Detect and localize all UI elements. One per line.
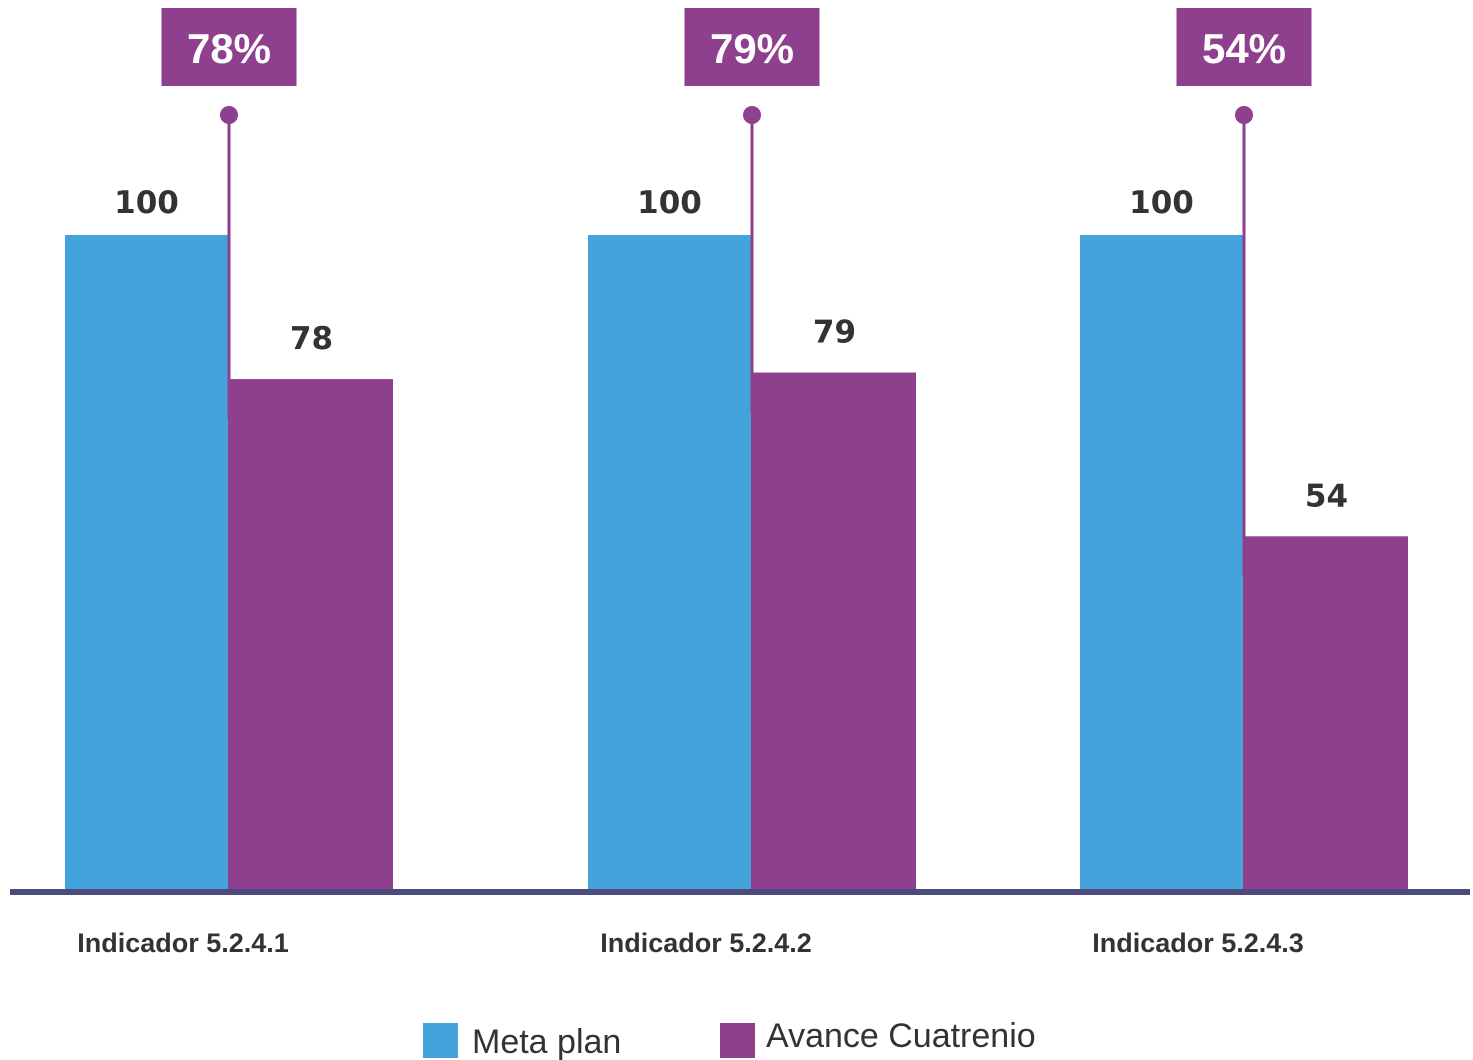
bar-meta-plan (588, 235, 751, 890)
data-label-meta-plan: 100 (1129, 185, 1194, 221)
percentage-callout-box (684, 8, 820, 86)
x-axis-line (10, 889, 1470, 895)
data-label-meta-plan: 100 (637, 185, 702, 221)
bar-meta-plan (65, 235, 228, 890)
bar-avance-cuatrenio (1243, 536, 1408, 890)
legend-swatch-meta-plan (423, 1023, 458, 1058)
percentage-callout-label: 78% (187, 25, 271, 72)
x-axis-category-label: Indicador 5.2.4.2 (600, 928, 812, 958)
data-label-avance-cuatrenio: 54 (1305, 478, 1348, 514)
bar-avance-cuatrenio (751, 372, 916, 890)
data-label-avance-cuatrenio: 78 (290, 321, 333, 357)
callout-dot (743, 106, 761, 124)
legend-swatch-avance-cuatrenio (720, 1023, 755, 1058)
callout-dot (1235, 106, 1253, 124)
legend-label-avance-cuatrenio: Avance Cuatrenio (766, 1017, 1036, 1055)
bar-avance-cuatrenio (228, 379, 393, 890)
legend-label-meta-plan: Meta plan (472, 1023, 621, 1060)
bar-meta-plan (1080, 235, 1243, 890)
percentage-callout-label: 79% (710, 25, 794, 72)
x-axis-category-label: Indicador 5.2.4.3 (1092, 928, 1304, 958)
percentage-callout-label: 54% (1202, 25, 1286, 72)
percentage-callout-box (1176, 8, 1312, 86)
data-label-avance-cuatrenio: 79 (813, 315, 856, 351)
data-label-meta-plan: 100 (114, 185, 179, 221)
callout-dot (220, 106, 238, 124)
percentage-callout-box (161, 8, 297, 86)
x-axis-category-label: Indicador 5.2.4.1 (77, 928, 289, 958)
